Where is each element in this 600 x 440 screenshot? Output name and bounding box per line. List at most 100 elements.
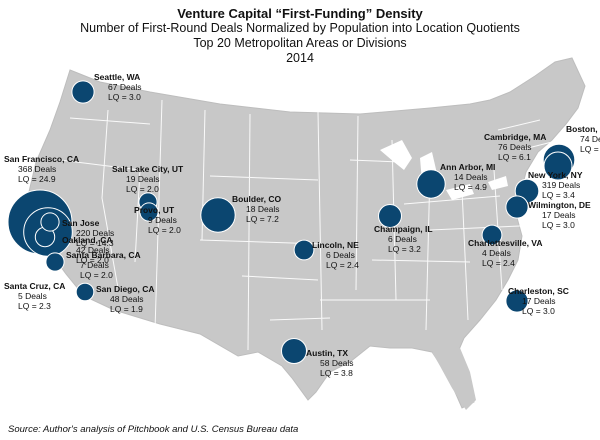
- metro-name: Boston, MA: [566, 124, 600, 134]
- bubble-austin-tx: [281, 338, 307, 364]
- bubble-lincoln-ne: [293, 239, 315, 261]
- bubble-seattle-wa: [71, 80, 95, 104]
- metro-lq: LQ = 14.3: [76, 238, 114, 248]
- florida-peninsula: [432, 348, 476, 410]
- metro-lq: LQ = 4.8: [580, 144, 600, 154]
- metro-lq: LQ = 3.8: [320, 368, 353, 378]
- metro-deals: 220 Deals: [76, 228, 114, 238]
- bubbles-layer: [7, 80, 576, 364]
- bubble-boston-ma: [543, 151, 573, 181]
- metro-name: Boulder, CO: [232, 194, 282, 204]
- metro-name: Seattle, WA: [94, 72, 140, 82]
- metro-name: Austin, TX: [306, 348, 348, 358]
- metro-name: Provo, UT: [134, 205, 175, 215]
- metro-lq: LQ = 1.9: [110, 304, 143, 314]
- metro-lq: LQ = 2.4: [326, 260, 359, 270]
- metro-lq: LQ = 2.4: [482, 258, 515, 268]
- metro-name: Wilmington, DE: [528, 200, 591, 210]
- metro-lq: LQ = 2.0: [80, 270, 113, 280]
- metro-lq: LQ = 24.9: [18, 174, 56, 184]
- metro-deals: 368 Deals: [18, 164, 56, 174]
- chart-subtitle-1: Number of First-Round Deals Normalized b…: [80, 21, 520, 35]
- metro-lq: LQ = 3.4: [542, 190, 575, 200]
- metro-lq: LQ = 2.0: [126, 184, 159, 194]
- metro-name: Oakland, CA: [62, 235, 113, 245]
- metro-deals: 74 Deals: [580, 134, 600, 144]
- metro-deals: 17 Deals: [542, 210, 576, 220]
- metro-lq: LQ = 6.1: [498, 152, 531, 162]
- metro-name: San Jose: [62, 218, 100, 228]
- chart-title-block: Venture Capital “First-Funding” Density …: [0, 6, 600, 66]
- bubble-charleston-sc: [505, 289, 529, 313]
- metro-deals: 19 Deals: [126, 174, 160, 184]
- metro-lq: LQ = 2.3: [18, 301, 51, 311]
- bubble-wilmington-de: [505, 195, 529, 219]
- bubble-provo-ut: [139, 202, 159, 222]
- metro-deals: 17 Deals: [522, 296, 556, 306]
- metro-name: San Diego, CA: [96, 284, 155, 294]
- source-note: Source: Author's analysis of Pitchbook a…: [8, 424, 299, 435]
- chart-subtitle-3: 2014: [286, 51, 314, 65]
- metro-lq: LQ = 3.0: [108, 92, 141, 102]
- metro-lq: LQ = 3.0: [542, 220, 575, 230]
- metro-name: San Francisco, CA: [4, 154, 79, 164]
- state-borders: [59, 99, 561, 351]
- bubble-charlottesville-va: [481, 224, 503, 246]
- metro-deals: 319 Deals: [542, 180, 580, 190]
- metro-deals: 6 Deals: [388, 234, 417, 244]
- metro-deals: 58 Deals: [320, 358, 354, 368]
- metro-deals: 9 Deals: [148, 215, 177, 225]
- metro-deals: 18 Deals: [246, 204, 280, 214]
- metro-name: Salt Lake City, UT: [112, 164, 184, 174]
- metro-name: Lincoln, NE: [312, 240, 359, 250]
- metro-lq: LQ = 7.2: [246, 214, 279, 224]
- metro-lq: LQ = 3.0: [522, 306, 555, 316]
- bubble-ann-arbor-mi: [416, 169, 446, 199]
- chart-title: Venture Capital “First-Funding” Density: [177, 6, 423, 21]
- bubble-boulder-co: [200, 197, 236, 233]
- chart-subtitle-2: Top 20 Metropolitan Areas or Divisions: [193, 36, 407, 50]
- metro-deals: 67 Deals: [108, 82, 142, 92]
- metro-deals: 7 Deals: [80, 260, 109, 270]
- great-lakes: [380, 140, 508, 200]
- metro-name: Champaign, IL: [374, 224, 433, 234]
- bubble-champaign-il: [378, 204, 402, 228]
- metro-lq: LQ = 4.9: [454, 182, 487, 192]
- bubble-oakland-ca: [40, 212, 60, 232]
- metro-name: Santa Barbara, CA: [66, 250, 141, 260]
- metro-name: Ann Arbor, MI: [440, 162, 495, 172]
- metro-lq: LQ = 2.0: [148, 225, 181, 235]
- metro-name: New York, NY: [528, 170, 583, 180]
- metro-deals: 14 Deals: [454, 172, 488, 182]
- metro-name: Charleston, SC: [508, 286, 569, 296]
- metro-name: Cambridge, MA: [484, 132, 546, 142]
- metro-lq: LQ = 2.0: [76, 255, 109, 265]
- metro-deals: 42 Deals: [76, 245, 110, 255]
- bubble-san-diego-ca: [75, 282, 95, 302]
- bubble-santa-barbara-ca: [45, 252, 65, 272]
- metro-deals: 48 Deals: [110, 294, 144, 304]
- metro-deals: 4 Deals: [482, 248, 511, 258]
- metro-deals: 5 Deals: [18, 291, 47, 301]
